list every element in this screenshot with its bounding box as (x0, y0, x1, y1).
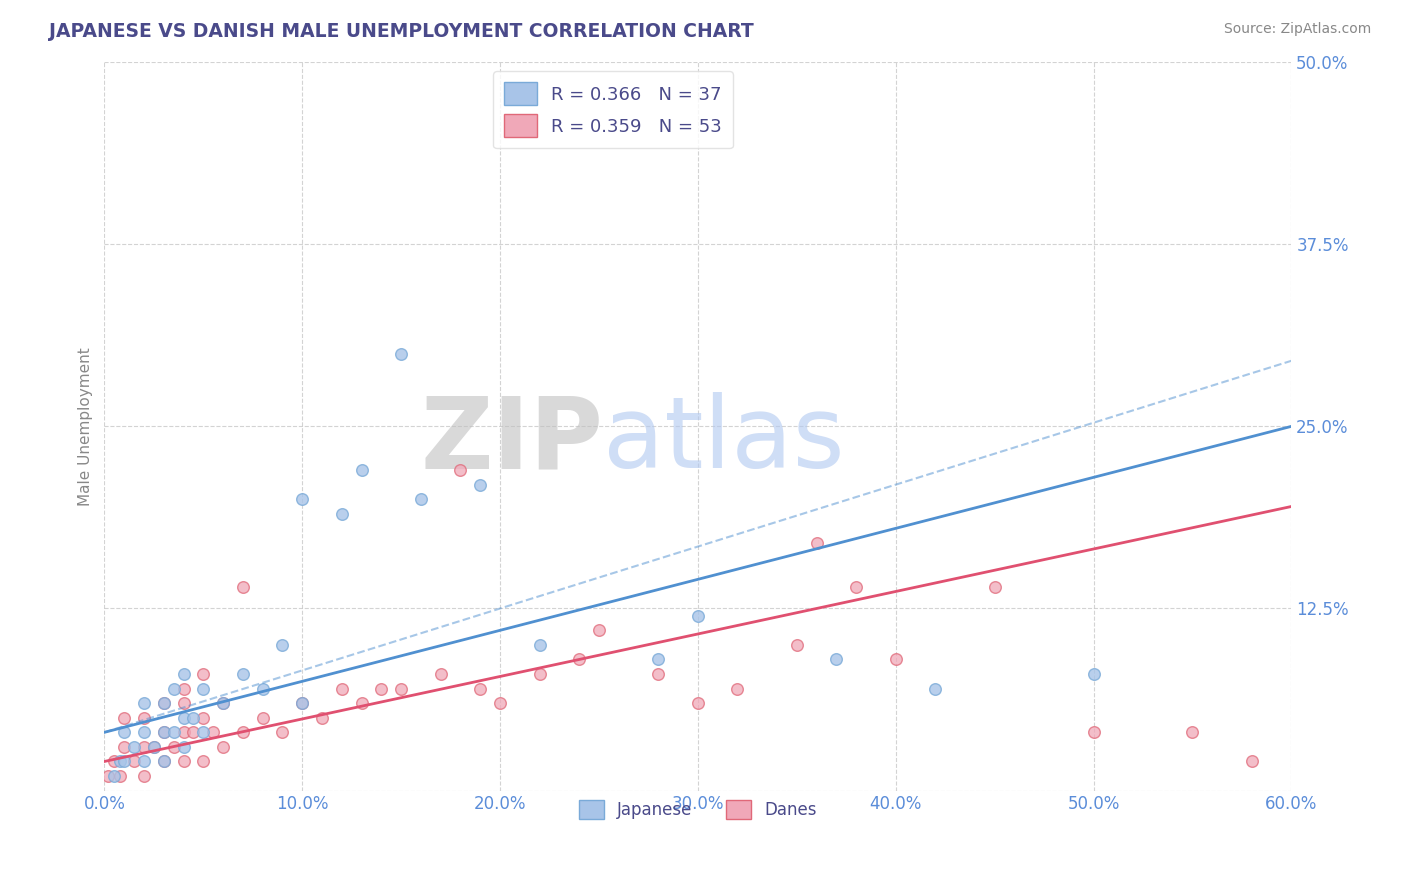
Point (330, 507, 353, 521)
Point (97, 769, 120, 783)
Point (1083, 667, 1105, 681)
Point (350, 696, 373, 710)
Point (983, 580, 1005, 594)
Point (132, 725, 155, 739)
Point (291, 696, 314, 710)
Y-axis label: Male Unemployment: Male Unemployment (79, 347, 93, 506)
Point (183, 711, 205, 725)
Point (845, 580, 868, 594)
Point (568, 652, 591, 666)
Point (311, 711, 333, 725)
Point (429, 667, 451, 681)
Point (132, 755, 155, 769)
Point (193, 711, 215, 725)
Text: atlas: atlas (603, 392, 845, 490)
Point (122, 739, 145, 754)
Point (409, 492, 432, 507)
Point (1181, 725, 1204, 739)
Point (112, 755, 135, 769)
Point (173, 755, 195, 769)
Point (108, 769, 131, 783)
Point (103, 755, 125, 769)
Point (529, 638, 551, 652)
Point (162, 739, 184, 754)
Point (686, 696, 709, 710)
Point (173, 739, 195, 754)
Point (1240, 755, 1263, 769)
Point (152, 725, 174, 739)
Point (112, 711, 135, 725)
Point (142, 739, 165, 754)
Point (212, 739, 235, 754)
Point (173, 696, 195, 710)
Point (806, 536, 828, 550)
Point (647, 667, 669, 681)
Text: JAPANESE VS DANISH MALE UNEMPLOYMENT CORRELATION CHART: JAPANESE VS DANISH MALE UNEMPLOYMENT COR… (49, 22, 754, 41)
Point (193, 681, 215, 696)
Point (193, 755, 215, 769)
Point (193, 667, 215, 681)
Point (212, 696, 235, 710)
Point (132, 711, 155, 725)
Point (212, 696, 235, 710)
Point (152, 696, 174, 710)
Point (884, 652, 907, 666)
Point (103, 769, 125, 783)
Point (132, 739, 155, 754)
Point (924, 681, 946, 696)
Legend: Japanese, Danes: Japanese, Danes (572, 793, 824, 826)
Point (647, 652, 669, 666)
Point (142, 739, 165, 754)
Point (152, 725, 174, 739)
Point (725, 681, 748, 696)
Point (112, 725, 135, 739)
Point (152, 755, 174, 769)
Point (1083, 725, 1105, 739)
Point (152, 696, 174, 710)
Point (202, 725, 225, 739)
Text: Source: ZipAtlas.com: Source: ZipAtlas.com (1223, 22, 1371, 37)
Point (389, 681, 412, 696)
Point (132, 769, 155, 783)
Point (489, 696, 512, 710)
Point (162, 681, 184, 696)
Point (193, 725, 215, 739)
Point (173, 667, 195, 681)
Point (183, 725, 205, 739)
Point (252, 681, 274, 696)
Point (686, 608, 709, 623)
Point (162, 725, 184, 739)
Point (470, 681, 492, 696)
Point (232, 725, 254, 739)
Point (232, 580, 254, 594)
Point (271, 725, 294, 739)
Point (470, 477, 492, 491)
Point (108, 755, 131, 769)
Point (271, 638, 294, 652)
Text: ZIP: ZIP (420, 392, 603, 490)
Point (330, 681, 353, 696)
Point (122, 755, 145, 769)
Point (291, 492, 314, 507)
Point (786, 638, 808, 652)
Point (825, 652, 848, 666)
Point (450, 463, 472, 477)
Point (529, 667, 551, 681)
Point (173, 725, 195, 739)
Point (252, 711, 274, 725)
Point (370, 681, 392, 696)
Point (152, 755, 174, 769)
Point (350, 463, 373, 477)
Point (173, 681, 195, 696)
Point (173, 711, 195, 725)
Point (291, 696, 314, 710)
Point (112, 739, 135, 754)
Point (232, 667, 254, 681)
Point (132, 696, 155, 710)
Point (389, 346, 412, 360)
Point (588, 624, 610, 638)
